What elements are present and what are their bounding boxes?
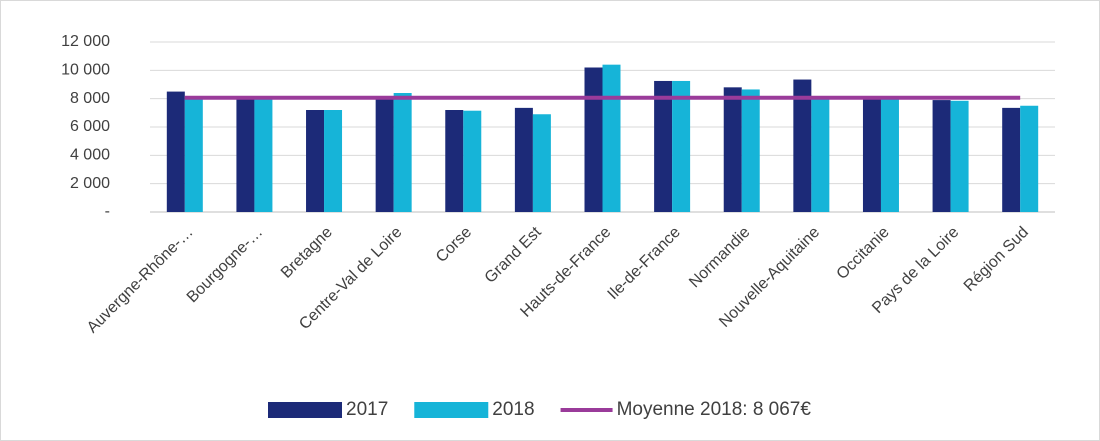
y-tick-label: 8 000 <box>70 90 110 107</box>
bar <box>445 110 464 212</box>
legend-label: Moyenne 2018: 8 067€ <box>617 399 812 420</box>
bar <box>236 99 255 212</box>
bar <box>254 98 273 212</box>
bar <box>723 87 742 212</box>
y-tick-label: 6 000 <box>70 118 110 135</box>
bar <box>811 99 830 212</box>
bar <box>862 99 881 212</box>
bar <box>463 110 482 212</box>
legend-label: 2018 <box>492 399 534 420</box>
bar <box>532 114 551 212</box>
bar <box>741 89 760 212</box>
bar <box>654 80 673 212</box>
bar <box>584 67 603 212</box>
y-tick-label: 4 000 <box>70 147 110 164</box>
bar <box>393 93 412 212</box>
bar <box>1020 105 1039 212</box>
y-tick-label: 2 000 <box>70 175 110 192</box>
bar <box>324 110 343 212</box>
bar <box>793 79 812 213</box>
bar <box>672 80 691 212</box>
legend-swatch <box>414 402 489 418</box>
bar <box>950 100 969 212</box>
bar <box>375 99 394 212</box>
bar <box>184 99 203 212</box>
y-tick-label: 10 000 <box>61 62 110 79</box>
bar <box>166 91 185 212</box>
bar <box>932 100 951 212</box>
bar <box>306 110 325 212</box>
legend-swatch <box>268 402 342 418</box>
bar <box>514 107 533 212</box>
y-tick-label: - <box>105 203 110 220</box>
bar <box>602 64 621 213</box>
bar <box>880 99 899 212</box>
bar <box>1002 107 1021 212</box>
legend-label: 2017 <box>346 399 388 420</box>
y-tick-label: 12 000 <box>61 33 110 50</box>
